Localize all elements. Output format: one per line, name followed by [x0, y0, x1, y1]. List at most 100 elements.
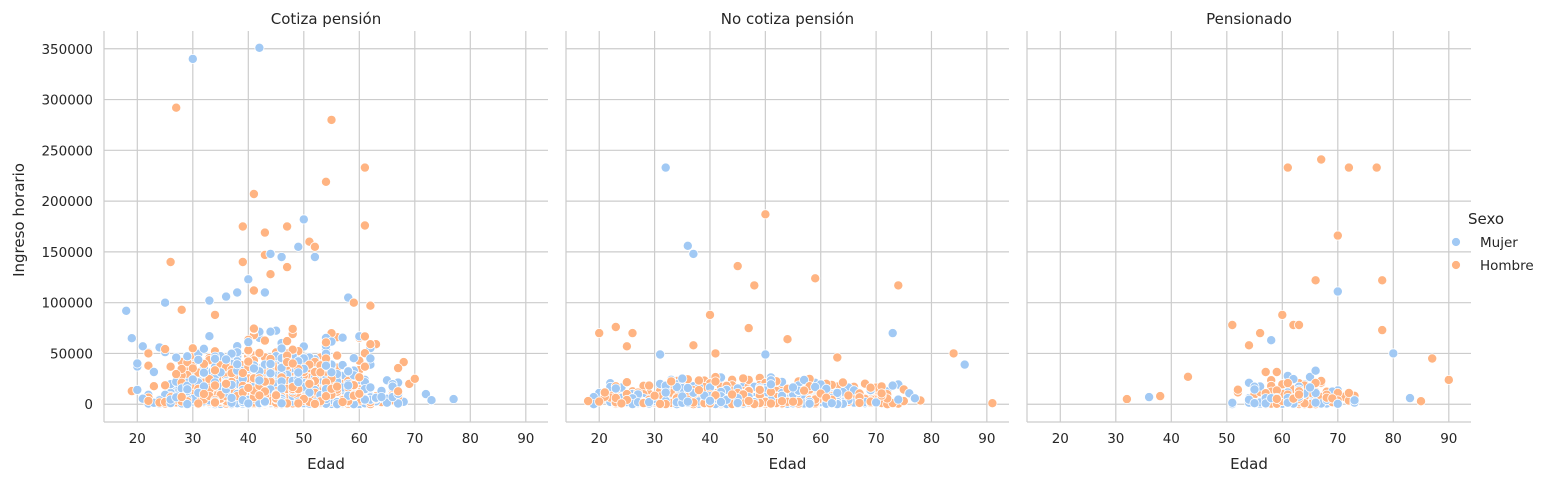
scatter-point [710, 376, 721, 387]
points-group [583, 162, 998, 410]
scatter-point [209, 353, 220, 364]
x-axis-label: Edad [307, 455, 345, 473]
scatter-point [248, 188, 259, 199]
scatter-point [893, 280, 904, 291]
scatter-point [182, 351, 193, 362]
panels-layer: Cotiza pensión 20 30 40 50 60 70 80 90 Edad 0 50000… [41, 10, 1471, 473]
scatter-point [276, 383, 287, 394]
scatter-point [876, 388, 887, 399]
scatter-point [660, 387, 671, 398]
y-tick-label: 350000 [41, 42, 93, 58]
scatter-point [293, 398, 304, 409]
scatter-point [1377, 325, 1388, 336]
scatter-point [1260, 366, 1271, 377]
scatter-point [259, 227, 270, 238]
scatter-point [365, 300, 376, 311]
scatter-point [732, 397, 743, 408]
scatter-point [160, 344, 171, 355]
scatter-point [1310, 275, 1321, 286]
scatter-point [682, 382, 693, 393]
x-tick-label: 20 [129, 431, 146, 447]
scatter-point [259, 335, 270, 346]
scatter-point [782, 334, 793, 345]
scatter-point [359, 331, 370, 342]
scatter-point [143, 360, 154, 371]
scatter-point [893, 394, 904, 405]
scatter-point [666, 376, 677, 387]
scatter-point [393, 398, 404, 409]
scatter-point [209, 380, 220, 391]
scatter-point [359, 220, 370, 231]
scatter-point [1343, 387, 1354, 398]
scatter-point [610, 383, 621, 394]
scatter-point [365, 353, 376, 364]
scatter-point [282, 221, 293, 232]
scatter-point [1244, 340, 1255, 351]
scatter-point [754, 384, 765, 395]
x-tick-label: 70 [1329, 431, 1346, 447]
scatter-point [788, 396, 799, 407]
x-tick-label: 50 [1218, 431, 1235, 447]
scatter-point [337, 396, 348, 407]
scatter-point [309, 398, 320, 409]
scatter-point [810, 381, 821, 392]
y-tick-label: 150000 [41, 245, 93, 261]
scatter-point [265, 368, 276, 379]
scatter-point [1405, 393, 1416, 404]
scatter-point [777, 396, 788, 407]
y-axis-label: Ingreso horario [10, 163, 28, 277]
scatter-point [1443, 374, 1454, 385]
scatter-point [871, 397, 882, 408]
legend-marker-hombre [1451, 260, 1461, 270]
scatter-point [376, 391, 387, 402]
scatter-point [160, 297, 171, 308]
scatter-point [583, 396, 594, 407]
scatter-point [909, 393, 920, 404]
scatter-point [705, 395, 716, 406]
scatter-point [887, 380, 898, 391]
legend-marker-mujer [1451, 237, 1461, 247]
x-tick-label: 50 [757, 431, 774, 447]
scatter-point [1227, 319, 1238, 330]
scatter-point [137, 341, 148, 352]
scatter-point [354, 372, 365, 383]
legend-label-mujer: Mujer [1480, 235, 1518, 251]
x-tick-label: 70 [406, 431, 423, 447]
scatter-point [198, 388, 209, 399]
scatter-point [243, 382, 254, 393]
scatter-point [749, 280, 760, 291]
scatter-point [209, 397, 220, 408]
scatter-point [237, 367, 248, 378]
scatter-point [1332, 286, 1343, 297]
scatter-point [426, 395, 437, 406]
scatter-point [1427, 353, 1438, 364]
x-tick-label: 30 [646, 431, 663, 447]
legend-title: Sexo [1468, 210, 1504, 228]
scatter-point [182, 399, 193, 410]
x-tick-label: 20 [1052, 431, 1069, 447]
scatter-point [959, 359, 970, 370]
scatter-point [243, 356, 254, 367]
scatter-point [799, 385, 810, 396]
legend-label-hombre: Hombre [1480, 258, 1534, 274]
y-tick-label: 200000 [41, 194, 93, 210]
scatter-point [276, 251, 287, 262]
scatter-point [677, 373, 688, 384]
panel-1: Cotiza pensión 20 30 40 50 60 70 80 90 Edad 0 50000… [41, 10, 548, 473]
scatter-point [204, 331, 215, 342]
scatter-point [644, 380, 655, 391]
scatter-point [1249, 398, 1260, 409]
scatter-point [259, 287, 270, 298]
scatter-point [705, 309, 716, 320]
scatter-point [287, 323, 298, 334]
scatter-point [1294, 319, 1305, 330]
scatter-point [176, 304, 187, 315]
scatter-point [187, 374, 198, 385]
scatter-point [1271, 366, 1282, 377]
scatter-point [243, 274, 254, 285]
x-tick-label: 30 [1107, 431, 1124, 447]
scatter-point [810, 273, 821, 284]
scatter-point [1144, 392, 1155, 403]
scatter-point [655, 398, 666, 409]
legend: Sexo Mujer Hombre [1451, 210, 1534, 274]
